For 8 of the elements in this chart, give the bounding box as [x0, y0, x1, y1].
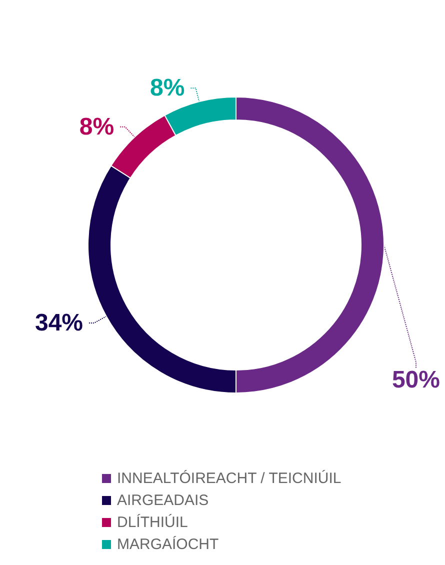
- legend-label: AIRGEADAIS: [117, 492, 209, 509]
- data-label: 34%: [34, 310, 84, 337]
- data-label: 8%: [79, 113, 114, 140]
- legend-label: INNEALTÓIREACHT / TEICNIÚIL: [117, 469, 342, 487]
- legend-label: MARGAÍOCHT: [117, 535, 219, 553]
- data-label: 8%: [150, 74, 185, 102]
- legend-label: DLÍTHIÚIL: [117, 513, 188, 531]
- data-label: 50%: [392, 366, 440, 394]
